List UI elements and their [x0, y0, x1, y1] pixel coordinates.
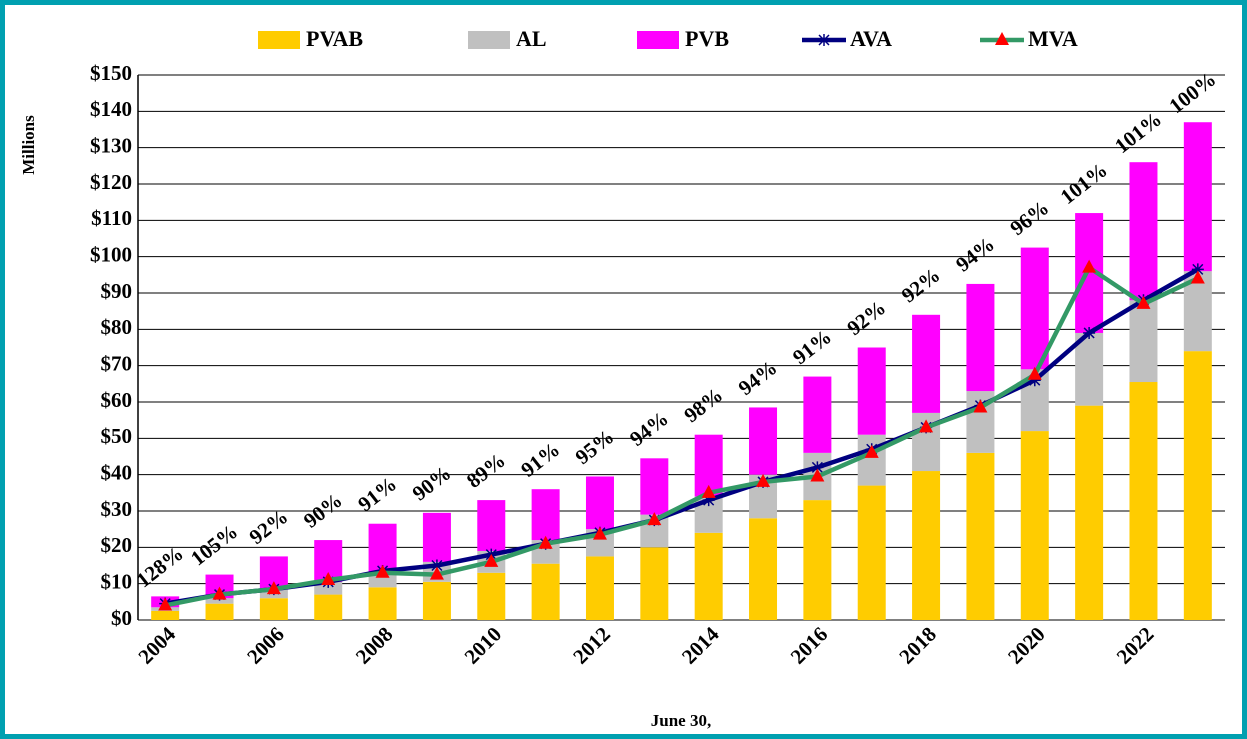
- bar-segment: [912, 471, 941, 620]
- bar-segment: [640, 547, 669, 620]
- bar-segment: [1075, 332, 1104, 406]
- bar-segment: [640, 458, 669, 515]
- bar-segment: [1183, 351, 1212, 620]
- bar-segment: [259, 598, 288, 620]
- x-axis-label: June 30,: [651, 711, 711, 730]
- bar-segment: [422, 512, 451, 562]
- y-tick-label: $50: [101, 424, 133, 448]
- bar-segment: [477, 500, 506, 551]
- line-marker: [702, 494, 715, 507]
- line: [164, 265, 1199, 608]
- line-marker: [810, 468, 825, 482]
- bar-segment: [803, 376, 832, 453]
- y-tick-label: $20: [101, 533, 133, 557]
- legend-marker: [995, 32, 1009, 45]
- legend-swatch: [258, 31, 300, 49]
- line-marker: [430, 559, 443, 572]
- bar-segment: [694, 532, 723, 620]
- line-marker: [701, 484, 716, 498]
- line-marker: [1191, 263, 1204, 276]
- bar-segment: [205, 598, 234, 604]
- line-marker: [158, 597, 173, 611]
- y-tick-label: $110: [91, 206, 132, 230]
- y-tick-label: $40: [101, 460, 133, 484]
- bar-segment: [1020, 247, 1049, 370]
- legend-swatch: [637, 31, 679, 49]
- bar-segment: [1183, 122, 1212, 272]
- legend-label: PVB: [685, 26, 729, 51]
- bar-segment: [912, 314, 941, 413]
- bar-segment: [857, 347, 886, 435]
- y-tick-label: $120: [90, 170, 132, 194]
- bar-segment: [585, 476, 614, 530]
- bar-segment: [368, 523, 397, 573]
- line-marker: [484, 553, 499, 567]
- legend-label: PVAB: [306, 26, 363, 51]
- bar-segment: [531, 563, 560, 620]
- bar-segment: [1075, 405, 1104, 620]
- bar-segment: [585, 556, 614, 620]
- line-marker: [266, 581, 281, 595]
- line-marker: [592, 526, 607, 540]
- line-marker: [429, 566, 444, 580]
- y-tick-label: $0: [111, 606, 132, 630]
- line-marker: [538, 535, 553, 549]
- y-tick-label: $130: [90, 133, 132, 157]
- bar-segment: [368, 572, 397, 588]
- bar-segment: [966, 283, 995, 392]
- y-tick-label: $80: [101, 315, 133, 339]
- bar-segment: [1129, 162, 1158, 301]
- bar-segment: [205, 603, 234, 620]
- line-marker: [756, 473, 771, 487]
- bar-segment: [314, 594, 343, 620]
- line-marker: [811, 461, 824, 474]
- y-tick-label: $90: [101, 279, 133, 303]
- bar-segment: [857, 485, 886, 620]
- legend-marker: [818, 34, 830, 46]
- line-marker: [212, 586, 227, 600]
- bar-segment: [749, 407, 778, 475]
- y-tick-label: $70: [101, 351, 133, 375]
- y-tick-label: $10: [101, 569, 133, 593]
- bar-segment: [477, 572, 506, 620]
- bar-segment: [1129, 382, 1158, 620]
- y-tick-label: $150: [90, 61, 132, 85]
- legend-label: AL: [516, 26, 547, 51]
- y-tick-label: $60: [101, 388, 133, 412]
- line-marker: [919, 419, 934, 433]
- legend-label: MVA: [1028, 26, 1078, 51]
- bar-segment: [857, 434, 886, 486]
- line-marker: [647, 512, 662, 526]
- y-axis-label: Millions: [19, 115, 38, 175]
- y-tick-label: $30: [101, 497, 133, 521]
- bar-segment: [151, 610, 180, 620]
- bar-segment: [1020, 431, 1049, 620]
- bar-segment: [422, 581, 451, 620]
- line-marker: [375, 564, 390, 578]
- line-marker: [1136, 295, 1151, 309]
- y-tick-label: $140: [90, 97, 132, 121]
- line-marker: [1083, 326, 1096, 339]
- bar-segment: [749, 518, 778, 620]
- bar-segment: [803, 500, 832, 620]
- y-tick-label: $100: [90, 242, 132, 266]
- bar-segment: [531, 489, 560, 541]
- bar-segment: [966, 452, 995, 620]
- line-marker: [321, 572, 336, 586]
- bar-segment: [1129, 300, 1158, 383]
- line-marker: [1028, 374, 1041, 387]
- line-marker: [973, 399, 988, 413]
- bar-segment: [368, 587, 397, 620]
- line-marker: [1027, 366, 1042, 380]
- legend-label: AVA: [850, 26, 892, 51]
- line-marker: [1082, 259, 1097, 273]
- legend-swatch: [468, 31, 510, 49]
- line-marker: [1190, 270, 1205, 284]
- line-marker: [864, 444, 879, 458]
